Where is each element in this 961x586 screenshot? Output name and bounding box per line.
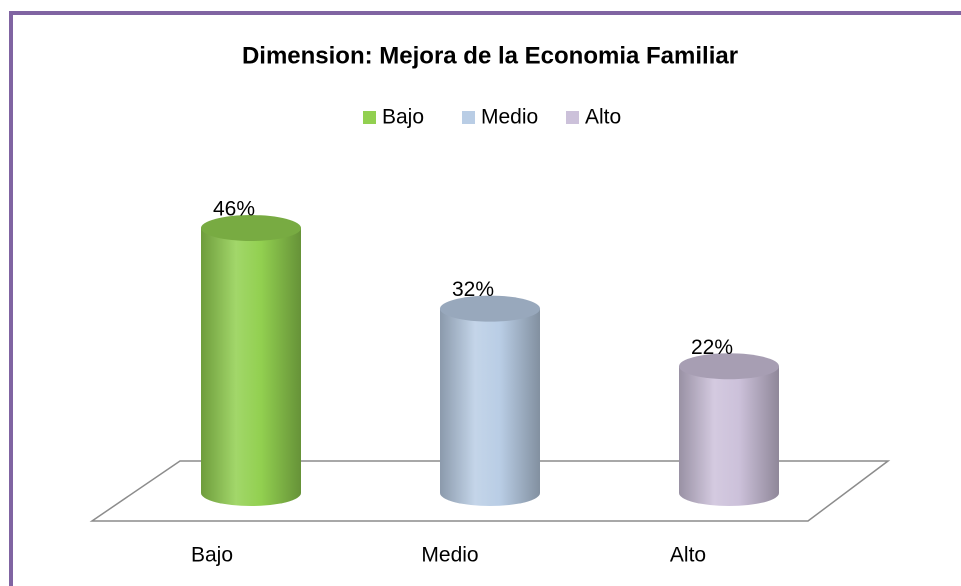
bar (201, 228, 301, 507)
legend-swatch (363, 111, 376, 124)
legend-label: Alto (585, 106, 621, 129)
bar (440, 308, 540, 506)
legend-swatch (566, 111, 579, 124)
bar (679, 366, 779, 506)
data-label: 46% (213, 198, 255, 221)
bar-top (201, 215, 301, 242)
data-label: 22% (691, 336, 733, 359)
chart-title: Dimension: Mejora de la Economia Familia… (242, 42, 738, 69)
bar-top (440, 295, 540, 322)
x-tick-label: Alto (670, 544, 706, 567)
bar-top (679, 353, 779, 380)
data-label: 32% (452, 278, 494, 301)
x-tick-label: Medio (421, 544, 478, 567)
legend-label: Bajo (382, 106, 424, 129)
x-tick-label: Bajo (191, 544, 233, 567)
legend-label: Medio (481, 106, 538, 129)
legend-swatch (462, 111, 475, 124)
